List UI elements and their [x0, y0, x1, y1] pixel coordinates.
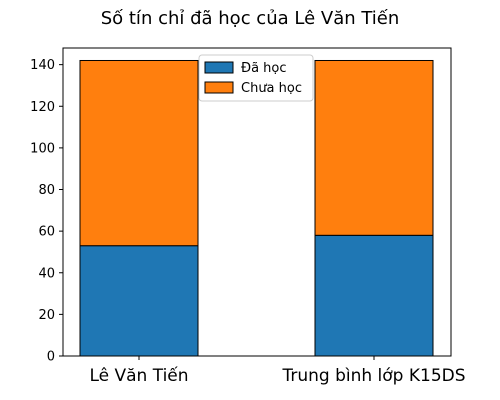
x-category-label-0: Lê Văn Tiến	[89, 365, 188, 386]
y-tick-label-6: 120	[30, 100, 55, 115]
y-tick-label-1: 20	[38, 308, 55, 323]
plot-frame	[62, 47, 452, 357]
legend-swatch-0	[204, 61, 234, 74]
legend-label-1: Chưa học	[241, 81, 302, 96]
bars-group	[79, 59, 434, 357]
x-axis: Lê Văn Tiến Trung bình lớp K15DS	[89, 356, 466, 386]
legend-label-0: Đã học	[241, 61, 287, 76]
bar-da-hoc-0	[79, 245, 199, 357]
bar-chua-hoc-1	[314, 59, 434, 236]
y-tick-label-2: 40	[38, 266, 55, 281]
chart-title: Số tín chỉ đã học của Lê Văn Tiến	[101, 8, 400, 29]
legend: Đã học Chưa học	[198, 54, 314, 102]
y-tick-label-0: 0	[47, 350, 55, 365]
y-axis: 0 20 40 60 80 100 120 140	[30, 58, 63, 365]
y-tick-label-4: 80	[38, 183, 55, 198]
y-tick-label-5: 100	[30, 141, 55, 156]
bar-da-hoc-1	[314, 234, 434, 357]
legend-swatch-1	[204, 81, 234, 94]
y-tick-label-7: 140	[30, 58, 55, 73]
x-category-label-1: Trung bình lớp K15DS	[281, 366, 465, 386]
bar-chua-hoc-0	[79, 59, 199, 247]
y-tick-label-3: 60	[38, 225, 55, 240]
